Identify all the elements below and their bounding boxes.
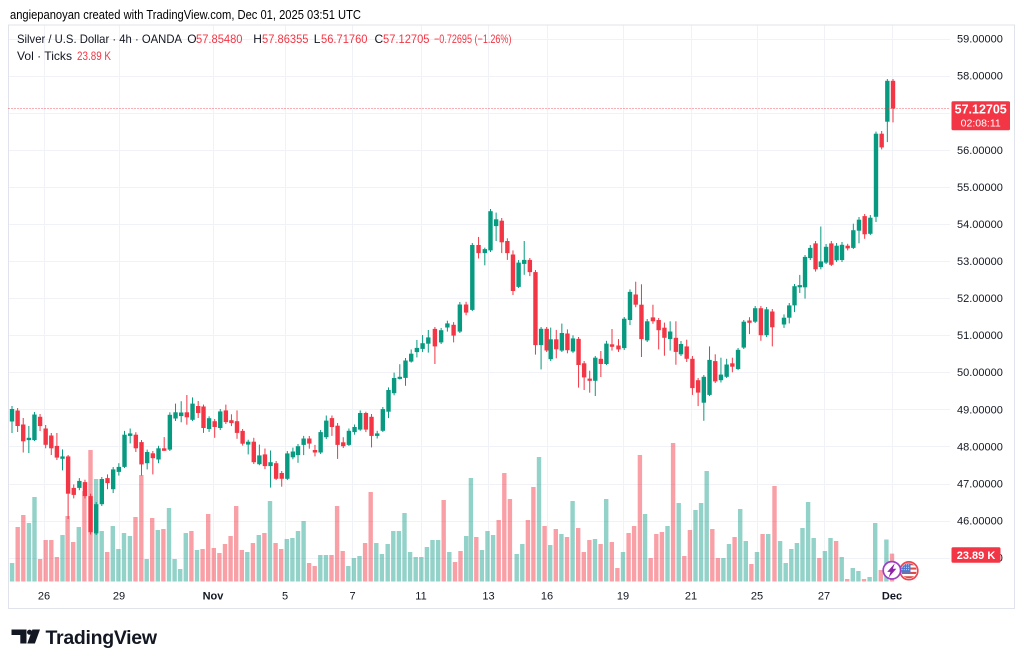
svg-text:51.00000: 51.00000	[957, 330, 1003, 342]
svg-text:C: C	[375, 32, 384, 46]
svg-text:55.00000: 55.00000	[957, 182, 1003, 194]
svg-text:25: 25	[751, 591, 763, 603]
svg-text:56.00000: 56.00000	[957, 145, 1003, 157]
svg-text:Nov: Nov	[203, 591, 225, 603]
svg-text:19: 19	[617, 591, 629, 603]
svg-text:52.00000: 52.00000	[957, 293, 1003, 305]
svg-text:23.89 K: 23.89 K	[957, 550, 996, 562]
svg-text:23.89 K: 23.89 K	[77, 49, 111, 63]
svg-text:26: 26	[38, 591, 50, 603]
svg-text:49.00000: 49.00000	[957, 404, 1003, 416]
svg-text:H: H	[253, 32, 262, 46]
svg-text:50.00000: 50.00000	[957, 367, 1003, 379]
svg-text:59.00000: 59.00000	[957, 34, 1003, 46]
svg-text:02:08:11: 02:08:11	[961, 118, 1001, 130]
svg-text:Dec: Dec	[882, 591, 902, 603]
svg-text:27: 27	[818, 591, 830, 603]
svg-text:13: 13	[482, 591, 494, 603]
svg-text:48.00000: 48.00000	[957, 441, 1003, 453]
svg-text:58.00000: 58.00000	[957, 71, 1003, 83]
svg-text:57.85480: 57.85480	[196, 32, 243, 46]
svg-text:56.71760: 56.71760	[321, 32, 368, 46]
svg-text:57.86355: 57.86355	[262, 32, 309, 46]
svg-text:53.00000: 53.00000	[957, 256, 1003, 268]
svg-text:57.12705: 57.12705	[955, 103, 1007, 117]
svg-text:Silver / U.S. Dollar · 4h · OA: Silver / U.S. Dollar · 4h · OANDA	[17, 32, 182, 46]
svg-text:angiepanoyan created with Trad: angiepanoyan created with TradingView.co…	[10, 7, 361, 22]
svg-text:L: L	[314, 32, 321, 46]
svg-text:7: 7	[349, 591, 355, 603]
svg-text:Vol · Ticks: Vol · Ticks	[17, 49, 72, 63]
svg-text:−0.72695 (−1.26%): −0.72695 (−1.26%)	[434, 32, 512, 46]
svg-text:46.00000: 46.00000	[957, 516, 1003, 528]
svg-text:16: 16	[541, 591, 553, 603]
svg-text:O: O	[187, 32, 196, 46]
svg-text:21: 21	[685, 591, 697, 603]
svg-text:29: 29	[113, 591, 125, 603]
svg-text:47.00000: 47.00000	[957, 478, 1003, 490]
svg-text:54.00000: 54.00000	[957, 219, 1003, 231]
svg-text:TradingView: TradingView	[46, 627, 158, 649]
svg-text:5: 5	[282, 591, 288, 603]
svg-text:11: 11	[415, 591, 426, 603]
svg-text:57.12705: 57.12705	[383, 32, 430, 46]
